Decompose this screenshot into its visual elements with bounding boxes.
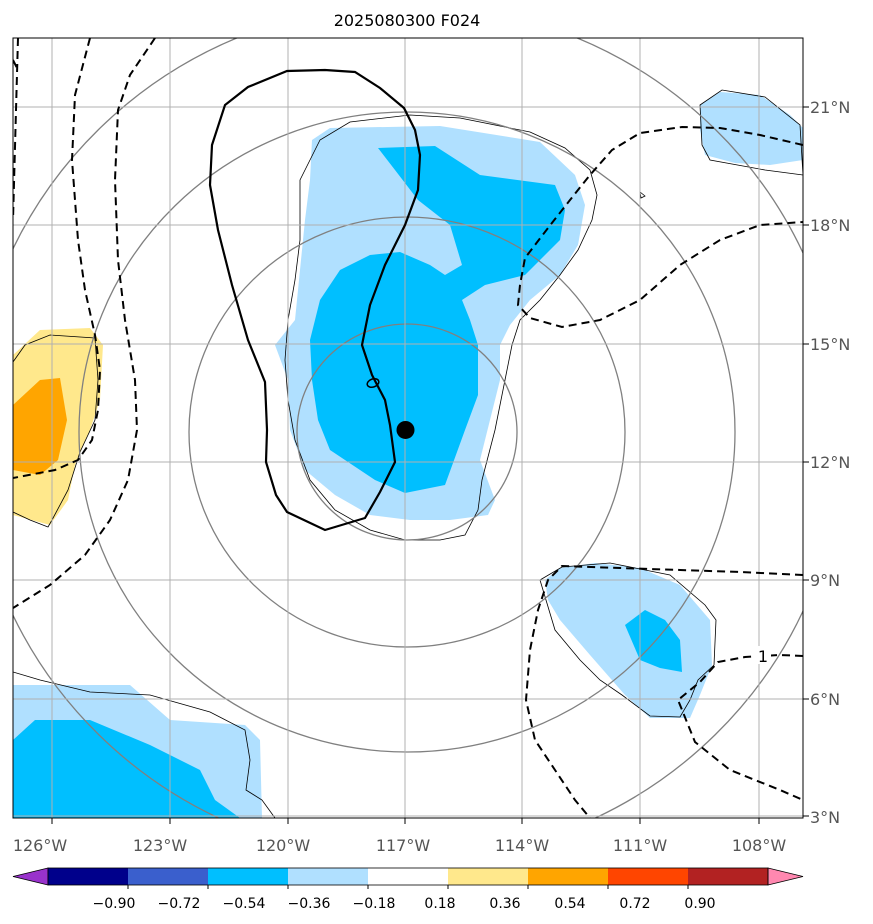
lat-tick-label: 18°N: [810, 216, 850, 235]
lon-tick-label: 123°W: [133, 836, 188, 855]
light-blue-region: [700, 92, 803, 165]
colorbar-tick-label: −0.90: [93, 896, 136, 912]
lon-tick-label: 111°W: [613, 836, 668, 855]
colorbar-tick-label: 0.72: [619, 896, 650, 912]
blue-region: [310, 146, 565, 493]
lon-tick-labels: 126°W 123°W 120°W 117°W 114°W 111°W 108°…: [13, 836, 787, 855]
map-title: 2025080300 F024: [334, 11, 481, 30]
storm-center-marker: [396, 420, 415, 439]
colorbar-segment: [528, 868, 609, 885]
light-blue-region: [545, 563, 712, 718]
colorbar-tick-label: 0.18: [424, 896, 455, 912]
lon-tick-label: 120°W: [256, 836, 311, 855]
colorbar-tick-label: −0.72: [158, 896, 201, 912]
lon-tick-label: 117°W: [376, 836, 431, 855]
lat-tick-labels: 21°N 18°N 15°N 12°N 9°N 6°N 3°N: [810, 98, 850, 827]
lat-tick-label: 12°N: [810, 453, 850, 472]
colorbar-segment: [688, 868, 769, 885]
orange-region: [13, 378, 67, 475]
colorbar-tick-label: −0.18: [353, 896, 396, 912]
lon-tick-label: 108°W: [732, 836, 787, 855]
colorbar-segment: [608, 868, 689, 885]
colorbar: [12, 867, 804, 889]
lat-tick-label: 3°N: [810, 808, 840, 827]
colorbar-segment: [368, 868, 449, 885]
tick-marks: [51, 106, 809, 824]
colorbar-segment: [208, 868, 289, 885]
colorbar-segment: [448, 868, 529, 885]
contour-label: 1: [758, 647, 768, 666]
map-frame: [12, 37, 804, 819]
blue-region: [13, 720, 240, 818]
colorbar-extend-min: [12, 867, 49, 886]
shading-positive: [13, 328, 103, 525]
colorbar-tick-label: 0.54: [554, 896, 585, 912]
colorbar-segment: [48, 868, 129, 885]
colorbar-frame: [47, 867, 769, 886]
colorbar-extend-max: [767, 867, 804, 886]
lat-tick-label: 15°N: [810, 335, 850, 354]
lon-tick-label: 114°W: [495, 836, 550, 855]
colorbar-segment: [128, 868, 209, 885]
lat-tick-label: 21°N: [810, 98, 850, 117]
colorbar-tick-label: −0.54: [223, 896, 266, 912]
colorbar-tick-label: 0.36: [489, 896, 520, 912]
map-plot-area: 1: [13, 38, 803, 818]
solid-contour: [208, 68, 422, 532]
contour-label-bg: [755, 646, 771, 664]
lat-tick-label: 6°N: [810, 690, 840, 709]
colorbar-tick-label: −0.36: [288, 896, 331, 912]
lat-tick-label: 9°N: [810, 571, 840, 590]
colorbar-tick-label: 0.90: [684, 896, 715, 912]
colorbar-ticks: −0.90 −0.72 −0.54 −0.36 −0.18 0.18 0.36 …: [93, 896, 716, 912]
lon-tick-label: 126°W: [13, 836, 68, 855]
colorbar-segment: [288, 868, 369, 885]
